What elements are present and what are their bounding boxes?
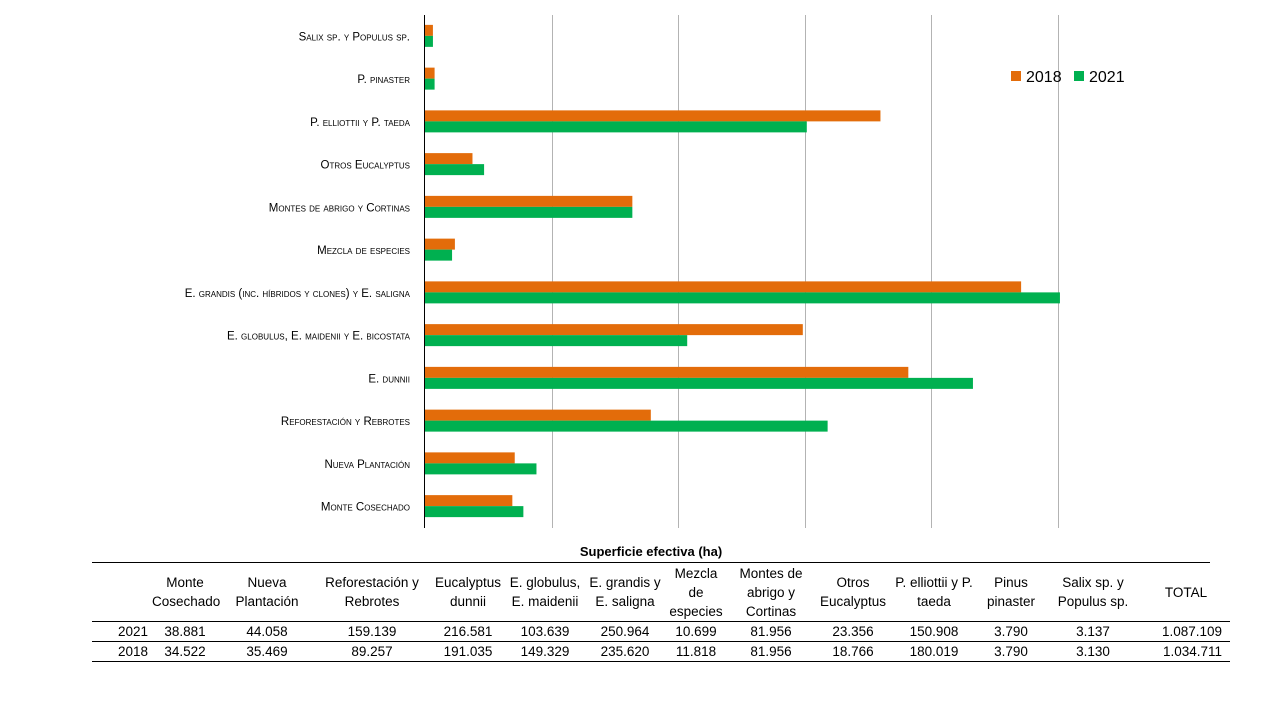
table-cell: 10.699 — [666, 621, 726, 642]
table-row-2021: 2021 38.881 44.058 159.139 216.581 103.6… — [92, 621, 1230, 642]
table-cell-total: 1.034.711 — [1142, 641, 1230, 662]
category-label: Salix sp. y Populus sp. — [299, 31, 410, 43]
header-cell: Nueva Plantación — [220, 563, 314, 622]
category-label: Mezcla de especies — [317, 245, 410, 257]
table-cell: 11.818 — [666, 641, 726, 662]
bar-2021-4 — [425, 206, 633, 218]
bar-2018-4 — [425, 195, 633, 207]
table-title: Superficie efectiva (ha) — [92, 542, 1210, 563]
table-cell: 159.139 — [314, 621, 430, 642]
chart-gridlines — [552, 15, 1059, 528]
bar-2018-10 — [425, 452, 515, 464]
bar-2018-6 — [425, 281, 1022, 293]
legend-label-2018: 2018 — [1026, 69, 1062, 86]
table-cell: 35.469 — [220, 641, 314, 662]
bar-2021-7 — [425, 335, 688, 347]
bar-2021-11 — [425, 506, 524, 518]
bar-2018-2 — [425, 110, 881, 122]
table-cell: 191.035 — [430, 641, 506, 662]
header-cell: E. grandis y E. saligna — [584, 563, 666, 622]
category-label: E. grandis (inc. híbridos y clones) y E.… — [185, 288, 411, 300]
bar-2018-8 — [425, 366, 909, 378]
table-cell: 81.956 — [726, 621, 816, 642]
category-label: Monte Cosechado — [321, 502, 410, 514]
table-cell: 3.137 — [1044, 621, 1142, 642]
category-label: E. dunnii — [368, 373, 410, 385]
chart-bars — [425, 24, 1060, 518]
bar-2021-0 — [425, 35, 433, 47]
header-cell — [92, 563, 150, 622]
bar-2021-2 — [425, 121, 807, 133]
data-table: Monte Cosechado Nueva Plantación Refores… — [92, 563, 1230, 662]
bar-2021-5 — [425, 249, 453, 261]
table-header-row: Monte Cosechado Nueva Plantación Refores… — [92, 563, 1230, 622]
bar-chart: Salix sp. y Populus sp. P. pinaster P. ell… — [185, 15, 1125, 528]
table-cell: 235.620 — [584, 641, 666, 662]
legend-swatch-2018 — [1011, 71, 1021, 81]
category-label: P. pinaster — [357, 74, 410, 86]
header-cell: Montes de abrigo y Cortinas — [726, 563, 816, 622]
bar-2021-10 — [425, 463, 537, 475]
legend-swatch-2021 — [1074, 71, 1084, 81]
header-cell: E. globulus, E. maidenii — [506, 563, 584, 622]
bar-2021-3 — [425, 164, 485, 176]
category-label: Reforestación y Rebrotes — [281, 416, 410, 428]
header-cell: Reforestación y Rebrotes — [314, 563, 430, 622]
bar-2021-6 — [425, 292, 1060, 304]
table-row-2018: 2018 34.522 35.469 89.257 191.035 149.32… — [92, 641, 1230, 662]
table-cell: 81.956 — [726, 641, 816, 662]
category-label: Montes de abrigo y Cortinas — [269, 202, 410, 214]
data-table-container: Superficie efectiva (ha) Monte Cosechado… — [92, 542, 1230, 662]
table-cell: 250.964 — [584, 621, 666, 642]
bar-2021-9 — [425, 420, 828, 432]
chart-category-labels: Salix sp. y Populus sp. P. pinaster P. ell… — [185, 31, 411, 513]
header-cell: TOTAL — [1142, 563, 1230, 622]
bar-2018-1 — [425, 67, 435, 79]
bar-2021-8 — [425, 377, 973, 389]
row-year: 2018 — [92, 641, 150, 662]
bar-2018-3 — [425, 153, 473, 165]
table-cell: 150.908 — [890, 621, 978, 642]
table-cell: 149.329 — [506, 641, 584, 662]
table-cell: 38.881 — [150, 621, 220, 642]
row-year: 2021 — [92, 621, 150, 642]
chart-legend: 2018 2021 — [1011, 69, 1125, 86]
category-label: P. elliottii y P. taeda — [310, 117, 411, 129]
legend-label-2021: 2021 — [1089, 69, 1125, 86]
table-cell: 34.522 — [150, 641, 220, 662]
table-cell: 103.639 — [506, 621, 584, 642]
header-cell: Salix sp. y Populus sp. — [1044, 563, 1142, 622]
header-cell: Pinus pinaster — [978, 563, 1044, 622]
category-label: Otros Eucalyptus — [321, 160, 410, 172]
table-cell: 44.058 — [220, 621, 314, 642]
table-cell: 180.019 — [890, 641, 978, 662]
category-label: Nueva Plantación — [324, 459, 410, 471]
bar-2018-7 — [425, 324, 803, 336]
header-cell: Mezcla de especies — [666, 563, 726, 622]
table-cell: 89.257 — [314, 641, 430, 662]
bar-2018-0 — [425, 24, 433, 36]
bar-2018-9 — [425, 409, 651, 421]
bar-2018-5 — [425, 238, 455, 250]
table-cell: 3.790 — [978, 641, 1044, 662]
table-cell: 3.790 — [978, 621, 1044, 642]
header-cell: Monte Cosechado — [150, 563, 220, 622]
table-cell: 216.581 — [430, 621, 506, 642]
header-cell: Otros Eucalyptus — [816, 563, 890, 622]
category-label: E. globulus, E. maidenii y E. bicostata — [227, 331, 411, 343]
table-cell: 3.130 — [1044, 641, 1142, 662]
bar-2018-11 — [425, 495, 513, 507]
table-cell-total: 1.087.109 — [1142, 621, 1230, 642]
bar-2021-1 — [425, 78, 435, 90]
header-cell: P. elliottii y P. taeda — [890, 563, 978, 622]
table-cell: 18.766 — [816, 641, 890, 662]
header-cell: Eucalyptus dunnii — [430, 563, 506, 622]
table-cell: 23.356 — [816, 621, 890, 642]
